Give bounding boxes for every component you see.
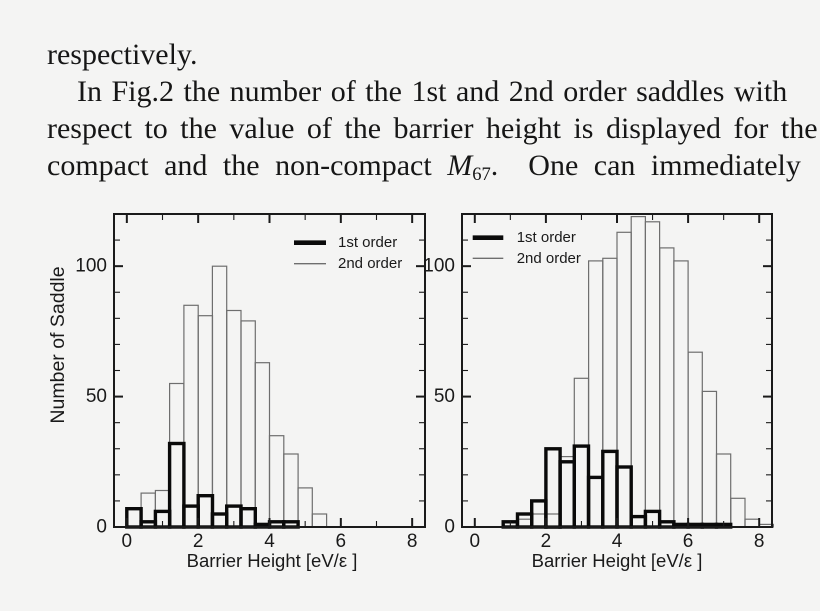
- paragraph-line-4-text: compact and the non-compact: [47, 149, 448, 182]
- histogram-bar: [268, 435, 285, 528]
- legend-label: 2nd order: [338, 255, 402, 272]
- histogram-bar: [630, 216, 647, 528]
- histogram-bar: [240, 320, 256, 528]
- paragraph-line-4-tail: . One can immediately: [490, 149, 801, 182]
- x-tick-label: 8: [407, 531, 418, 552]
- histogram-bar: [559, 456, 575, 528]
- histogram-bar: [601, 449, 619, 529]
- plot-left: 0 2 4 6 8 0 50 100 1st order 2nd order Barrier Hei…: [47, 213, 426, 571]
- legend-label: 2nd order: [517, 250, 581, 267]
- x-axis-title: Barrier Height [eV/ε ]: [532, 550, 703, 571]
- histogram-bar: [644, 221, 661, 528]
- histogram-bar: [701, 390, 718, 528]
- histogram-bar: [545, 513, 561, 528]
- legend-label: 1st order: [517, 229, 576, 246]
- histogram-bar: [283, 453, 299, 528]
- x-tick-label: 0: [122, 531, 133, 552]
- y-tick-label: 0: [96, 517, 107, 538]
- paragraph-line-3: respect to the value of the barrier heig…: [47, 112, 818, 145]
- plot-right: 0 2 4 6 8 0 50 100 1st order 2nd order Barrier Hei…: [423, 213, 775, 571]
- histogram-bar: [544, 447, 562, 529]
- x-tick-label: 8: [754, 531, 765, 552]
- y-tick-label: 0: [444, 517, 455, 538]
- histogram-bar: [659, 247, 675, 528]
- x-tick-label: 4: [612, 531, 623, 552]
- paragraph-line-1: respectively.: [47, 38, 198, 71]
- y-tick-label: 100: [423, 256, 455, 277]
- histogram-bar: [169, 382, 185, 528]
- x-tick-label: 2: [541, 531, 552, 552]
- histogram-bar: [531, 513, 547, 528]
- histogram-bar: [572, 444, 591, 529]
- histogram-bar: [586, 475, 605, 529]
- y-axis-title: Number of Saddle: [47, 266, 69, 423]
- x-tick-label: 6: [683, 531, 694, 552]
- y-tick-label: 100: [75, 256, 107, 277]
- histogram-bar: [167, 441, 186, 529]
- histogram-bar: [715, 453, 732, 528]
- histogram-bar: [687, 351, 703, 528]
- x-tick-label: 6: [336, 531, 347, 552]
- histogram-bar: [183, 304, 199, 528]
- histogram-bar: [210, 512, 229, 529]
- histogram-bar: [730, 497, 746, 528]
- histogram-bar: [616, 231, 632, 528]
- histogram-bar: [744, 518, 760, 528]
- histogram-bar: [615, 465, 633, 529]
- histogram-bar: [196, 494, 215, 529]
- y-tick-label: 50: [434, 386, 455, 407]
- histogram-bar: [239, 507, 258, 529]
- histogram-bar: [673, 260, 689, 528]
- x-tick-label: 4: [264, 531, 275, 552]
- y-tick-label: 50: [86, 386, 107, 407]
- histogram-bar: [515, 512, 534, 529]
- x-tick-label: 2: [193, 531, 204, 552]
- histogram-bar: [211, 265, 228, 528]
- series-1st-order: [501, 444, 733, 529]
- histogram-bar: [573, 377, 590, 528]
- histogram-bar: [226, 309, 242, 528]
- paragraph-line-4: compact and the non-compact M67. One can…: [47, 149, 801, 186]
- legend-label: 1st order: [338, 234, 397, 251]
- histogram-bar: [311, 513, 328, 528]
- x-axis-title: Barrier Height [eV/ε ]: [187, 550, 358, 571]
- histogram-bar: [558, 460, 576, 529]
- histogram-bar: [602, 257, 618, 528]
- histogram-bar: [587, 260, 604, 528]
- paragraph-line-2: In Fig.2 the number of the 1st and 2nd o…: [77, 75, 788, 108]
- histogram-bar: [125, 507, 143, 529]
- math-subscript-67: 67: [472, 164, 491, 186]
- histogram-bar: [629, 514, 648, 529]
- x-tick-label: 0: [470, 531, 481, 552]
- histogram-bar: [254, 362, 271, 528]
- histogram-bar: [182, 504, 200, 529]
- math-symbol-m: M: [447, 149, 473, 182]
